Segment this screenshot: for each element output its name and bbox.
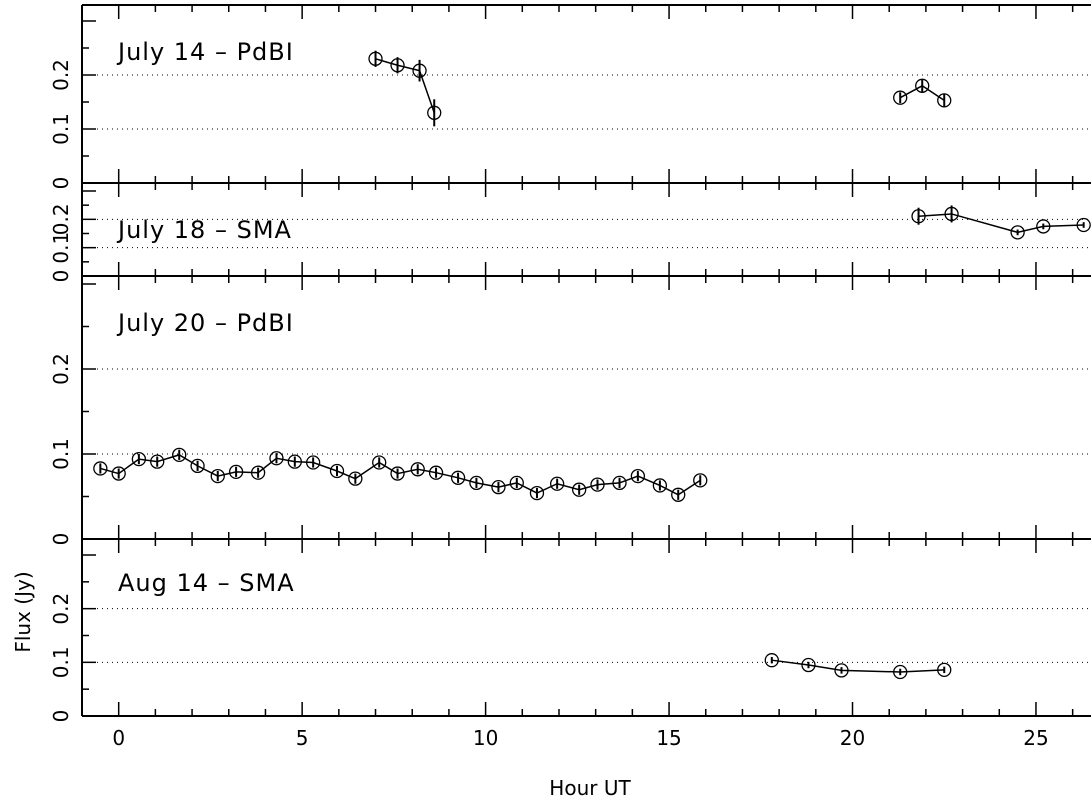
data-point	[306, 455, 321, 470]
x-axis-title: Hour UT	[549, 776, 631, 797]
y-tick-label: 0.1	[49, 113, 73, 145]
panel-label: Aug 14 – SMA	[118, 569, 295, 597]
data-point	[944, 206, 959, 222]
data-point	[1036, 219, 1051, 234]
y-tick-label: 0	[49, 270, 73, 283]
data-point	[269, 451, 284, 466]
data-point	[410, 462, 425, 477]
series-line	[100, 454, 701, 496]
panel-label: July 20 – PdBI	[116, 309, 294, 337]
y-tick-label: 0.1	[49, 646, 73, 678]
data-point	[250, 465, 266, 480]
x-tick-label: 5	[296, 726, 309, 750]
data-point	[915, 78, 930, 93]
data-point	[693, 473, 708, 488]
data-point	[368, 51, 383, 66]
data-point	[630, 468, 646, 484]
panel-label: July 18 – SMA	[116, 216, 292, 244]
data-point	[937, 93, 952, 108]
y-tick-label: 0	[49, 710, 73, 723]
data-point	[450, 470, 466, 485]
data-point	[572, 482, 587, 497]
data-point	[612, 475, 627, 491]
data-point	[172, 447, 187, 463]
data-point	[287, 454, 302, 469]
data-point	[131, 451, 147, 467]
x-tick-label: 0	[112, 726, 125, 750]
data-point	[412, 63, 427, 78]
data-point	[671, 487, 686, 502]
data-point	[590, 477, 605, 492]
data-point	[93, 461, 108, 476]
y-tick-label: 0	[49, 533, 73, 546]
data-point	[150, 454, 165, 469]
series-line	[375, 58, 435, 114]
x-tick-label: 25	[1023, 726, 1048, 750]
data-point	[190, 458, 205, 474]
data-point	[509, 475, 524, 491]
y-tick-label: 0.2	[49, 203, 73, 235]
data-point	[1076, 217, 1091, 233]
y-tick-label: 0.1	[49, 438, 73, 470]
data-point	[549, 476, 565, 491]
y-tick-label: 0.2	[49, 353, 73, 385]
data-point	[893, 664, 908, 680]
data-layer	[93, 50, 1091, 680]
data-point	[228, 464, 244, 480]
data-point	[652, 478, 668, 493]
y-tick-label: 0.2	[49, 59, 73, 91]
series-line	[918, 213, 1084, 234]
grid-layer	[82, 74, 1091, 663]
data-point	[764, 653, 779, 668]
frame-layer	[81, 4, 1091, 717]
data-point	[937, 662, 952, 677]
data-point	[329, 463, 345, 479]
data-point	[372, 455, 387, 470]
data-point	[348, 471, 363, 486]
data-point	[469, 475, 484, 491]
x-tick-label: 15	[656, 726, 681, 750]
data-point	[834, 663, 849, 678]
data-point	[111, 466, 126, 481]
data-point	[1010, 225, 1025, 240]
data-point	[427, 105, 442, 120]
data-point	[390, 466, 405, 481]
y-tick-label: 0.2	[49, 593, 73, 625]
x-tick-label: 10	[473, 726, 498, 750]
panel-label: July 14 – PdBI	[116, 38, 294, 66]
data-point	[428, 465, 444, 480]
data-point	[893, 90, 908, 105]
data-point	[491, 479, 506, 495]
y-tick-label: 0.1	[49, 232, 73, 264]
data-point	[801, 657, 816, 673]
x-tick-label: 20	[840, 726, 865, 750]
y-axis-title: Flux (Jy)	[11, 571, 35, 652]
data-point	[529, 485, 545, 501]
data-point	[390, 58, 405, 73]
data-point	[911, 209, 926, 224]
y-tick-label: 0	[49, 177, 73, 190]
data-point	[210, 468, 225, 484]
